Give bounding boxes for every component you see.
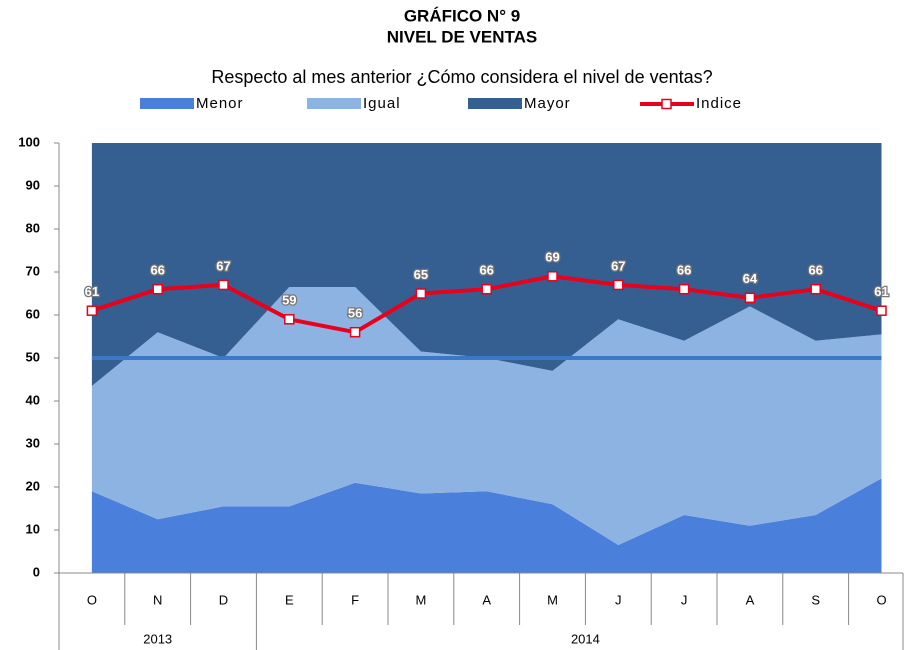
x-tick-label: N [153,592,162,607]
index-marker [613,279,624,291]
index-marker [481,283,492,295]
legend-label: Menor [196,95,244,112]
index-marker [152,283,163,295]
index-marker [547,271,558,282]
chart-title: GRÁFICO N° 9 [404,6,520,25]
data-label: 61 [874,284,888,299]
x-tick-label: J [681,592,688,607]
legend-label: Mayor [524,95,571,112]
x-tick-label: A [482,592,491,607]
y-tick-label: 100 [18,134,40,149]
area-igual [91,287,882,546]
index-marker [678,283,690,295]
y-tick-label: 80 [26,220,40,235]
y-tick-label: 10 [26,521,40,536]
data-label: 66 [150,263,164,278]
area-mayor [91,143,882,386]
y-tick-label: 0 [33,564,40,579]
index-marker [810,283,821,295]
y-tick-label: 40 [26,392,40,407]
y-tick-label: 70 [26,263,40,278]
x-tick-label: A [746,592,755,607]
group-label: 2013 [143,631,172,646]
index-marker [284,314,295,325]
x-tick-label: M [547,592,558,607]
x-tick-label: F [351,592,359,607]
data-label: 66 [479,263,493,278]
data-label: 66 [808,263,822,278]
group-label: 2014 [571,631,600,646]
y-tick-label: 60 [26,306,40,321]
x-tick-label: E [285,592,294,607]
data-label: 66 [677,263,691,278]
data-label: 69 [545,250,559,265]
legend-swatch [307,98,361,109]
data-label: 64 [743,271,758,286]
data-label: 59 [282,293,296,308]
data-label: 61 [85,284,99,299]
legend-label: Indice [696,95,742,112]
y-tick-label: 20 [26,478,40,493]
legend-marker [661,98,672,110]
x-tick-label: M [415,592,426,607]
chart-question: Respecto al mes anterior ¿Cómo considera… [211,67,712,87]
index-marker [876,305,887,316]
index-marker [349,326,361,338]
legend-label: Igual [363,95,401,112]
x-tick-label: J [615,592,622,607]
x-tick-label: O [876,592,886,607]
y-tick-label: 50 [26,349,40,364]
index-marker [744,292,756,304]
area-menor [91,478,882,573]
x-tick-label: O [87,592,97,607]
y-tick-label: 90 [26,177,40,192]
chart-subtitle: NIVEL DE VENTAS [387,27,538,46]
data-label: 65 [414,267,428,282]
index-marker [218,279,229,291]
x-tick-label: D [219,592,228,607]
data-label: 67 [216,258,230,273]
legend-swatch [468,98,522,109]
y-tick-label: 30 [26,435,40,450]
x-tick-label: S [811,592,820,607]
data-label: 67 [611,258,625,273]
legend-swatch [140,98,194,109]
index-marker [415,288,427,299]
data-label: 56 [348,306,362,321]
index-marker [86,305,98,316]
